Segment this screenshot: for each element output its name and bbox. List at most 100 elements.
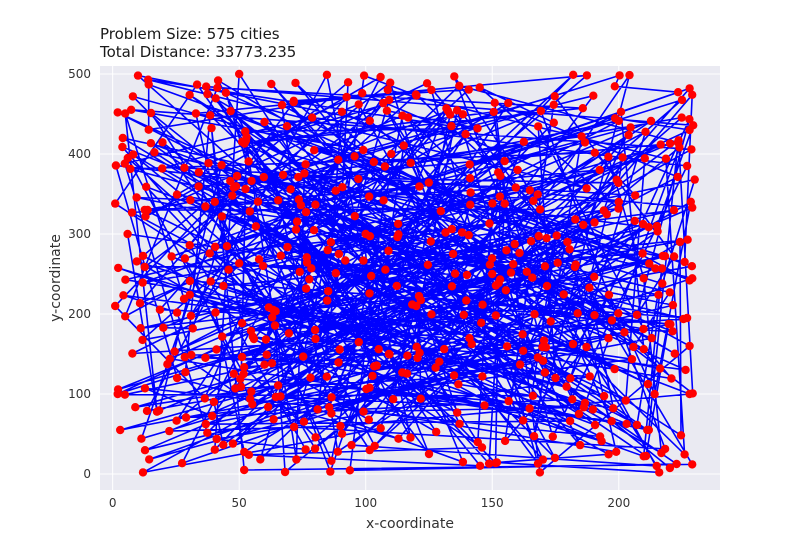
city-point xyxy=(666,320,675,329)
city-point xyxy=(639,324,648,334)
city-point xyxy=(276,392,285,401)
city-point xyxy=(638,249,647,258)
city-point xyxy=(111,199,120,208)
x-axis-label: x-coordinate xyxy=(366,516,454,532)
city-point xyxy=(625,70,634,80)
city-point xyxy=(267,79,276,89)
city-point xyxy=(299,417,309,426)
city-point xyxy=(311,334,320,344)
city-point xyxy=(589,91,598,100)
city-point xyxy=(359,407,368,416)
city-point xyxy=(260,117,269,127)
city-point xyxy=(453,408,462,417)
city-point xyxy=(137,434,146,443)
city-point xyxy=(127,105,136,115)
city-point xyxy=(140,262,149,272)
city-point xyxy=(665,463,675,473)
city-point xyxy=(681,365,690,375)
city-point xyxy=(626,123,635,132)
city-point xyxy=(562,382,571,391)
city-point xyxy=(187,350,196,360)
city-point xyxy=(217,160,226,170)
city-point xyxy=(441,228,450,237)
city-point xyxy=(422,79,432,88)
city-point xyxy=(337,429,347,438)
city-point xyxy=(454,380,463,389)
city-point xyxy=(571,215,580,224)
city-point xyxy=(590,148,599,157)
y-tick-label: 400 xyxy=(68,147,91,161)
city-point xyxy=(269,305,278,315)
city-point xyxy=(504,396,513,406)
city-point xyxy=(310,444,320,453)
city-point xyxy=(447,224,456,234)
city-point xyxy=(394,230,403,239)
city-point xyxy=(120,159,129,168)
city-point xyxy=(294,172,303,182)
city-point xyxy=(301,445,310,454)
city-point xyxy=(239,363,249,372)
city-point xyxy=(426,237,435,246)
city-point xyxy=(449,371,459,380)
city-point xyxy=(582,342,591,352)
city-point xyxy=(364,415,373,424)
city-point xyxy=(549,100,558,110)
city-point xyxy=(331,269,340,278)
city-point xyxy=(180,352,189,362)
city-point xyxy=(665,288,674,297)
city-point xyxy=(518,416,528,425)
city-point xyxy=(457,228,467,237)
city-point xyxy=(389,395,398,404)
city-point xyxy=(365,445,374,455)
city-point xyxy=(686,197,695,206)
city-point xyxy=(673,172,682,182)
city-point xyxy=(295,267,304,277)
city-point xyxy=(179,294,189,303)
city-point xyxy=(552,231,561,240)
city-point xyxy=(267,359,277,368)
city-point xyxy=(652,221,662,231)
city-point xyxy=(506,268,516,277)
city-point xyxy=(211,242,220,251)
city-point xyxy=(133,71,143,80)
city-point xyxy=(201,202,210,211)
x-tick-label: 150 xyxy=(481,496,504,510)
city-point xyxy=(643,425,652,435)
city-point xyxy=(491,281,501,290)
city-point xyxy=(655,364,665,373)
city-point xyxy=(301,160,310,169)
city-point xyxy=(448,249,458,259)
city-point xyxy=(488,269,497,279)
city-point xyxy=(163,360,172,369)
x-tick-labels: 0 50 100 150 200 xyxy=(109,496,630,510)
city-point xyxy=(540,368,550,377)
city-point xyxy=(631,191,640,200)
y-tick-label: 300 xyxy=(68,227,91,241)
city-point xyxy=(367,271,376,281)
city-point xyxy=(424,178,433,187)
city-point xyxy=(185,276,195,286)
city-point xyxy=(384,246,393,255)
city-point xyxy=(140,446,150,455)
city-point xyxy=(323,245,332,255)
city-point xyxy=(488,199,497,208)
city-point xyxy=(538,356,548,365)
city-point xyxy=(209,397,219,407)
city-point xyxy=(585,283,594,292)
city-point xyxy=(237,319,247,328)
city-point xyxy=(247,387,256,396)
city-point xyxy=(194,182,203,191)
city-point xyxy=(261,335,271,344)
city-point xyxy=(595,165,604,175)
city-point xyxy=(510,239,519,249)
city-point xyxy=(650,389,659,399)
city-point xyxy=(661,154,671,163)
city-point xyxy=(247,176,256,186)
city-point xyxy=(525,186,535,195)
city-point xyxy=(485,260,495,269)
city-point xyxy=(127,208,137,217)
city-point xyxy=(540,262,550,271)
city-point xyxy=(685,84,694,93)
city-point xyxy=(632,420,642,430)
